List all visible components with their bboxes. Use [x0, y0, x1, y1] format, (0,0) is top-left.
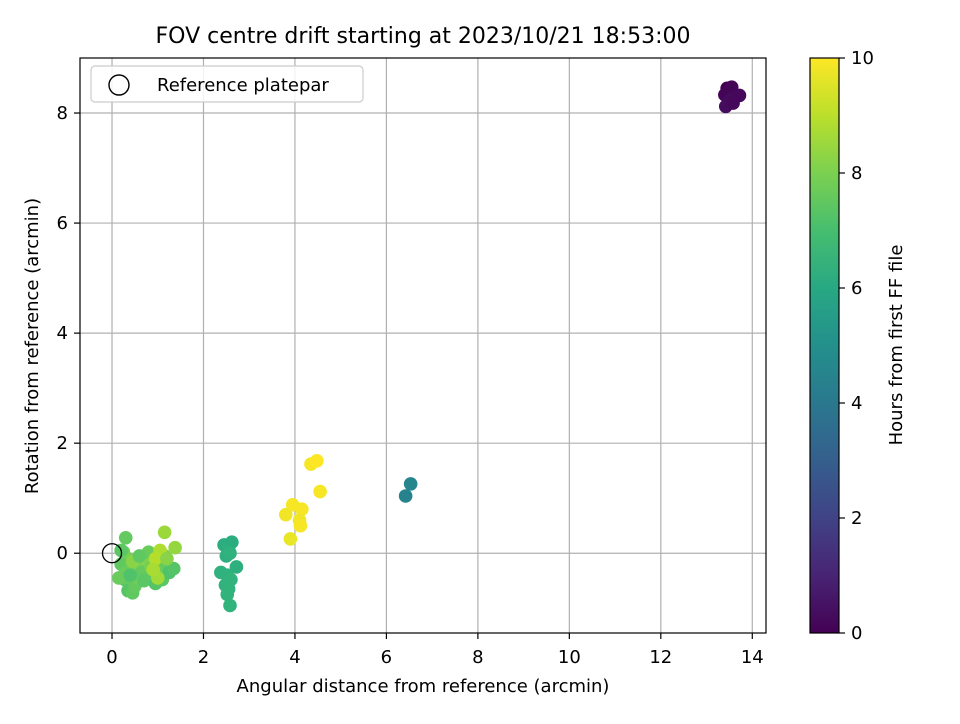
scatter-point — [223, 598, 237, 613]
scatter-point — [148, 551, 163, 566]
x-tick-label: 12 — [649, 647, 672, 668]
legend-entry-label: Reference platepar — [157, 75, 329, 96]
scatter-point — [112, 571, 126, 585]
scatter-point — [220, 587, 235, 602]
y-tick-label: 0 — [57, 543, 68, 564]
scatter-point — [279, 507, 293, 522]
scatter-point — [118, 531, 133, 545]
colorbar-gradient — [810, 58, 839, 633]
plot-area — [80, 58, 766, 633]
scatter-points — [112, 80, 747, 613]
scatter-point — [157, 525, 172, 540]
scatter-point — [293, 518, 308, 533]
x-tick-label: 14 — [741, 647, 764, 668]
colorbar-tick-label: 0 — [851, 623, 862, 644]
scatter-point — [160, 551, 174, 566]
x-tick-label: 6 — [381, 647, 392, 668]
chart-title: FOV centre drift starting at 2023/10/21 … — [156, 24, 691, 49]
y-tick-label: 4 — [57, 323, 68, 344]
reference-platepar-marker — [101, 543, 123, 564]
colorbar-tick-label: 6 — [851, 278, 862, 299]
colorbar-frame — [809, 57, 840, 634]
colorbar: 0 2 4 6 8 10 Hours from first FF file — [809, 48, 907, 644]
legend: Reference platepar — [90, 65, 364, 103]
scatter-point — [313, 484, 327, 499]
plot-frame — [79, 57, 767, 634]
scatter-point — [123, 568, 138, 583]
y-axis-label: Rotation from reference (arcmin) — [22, 198, 43, 494]
scatter-point — [726, 96, 740, 110]
reference-marker-group — [101, 543, 123, 564]
x-tick-label: 8 — [472, 647, 483, 668]
x-tick-label: 4 — [289, 647, 300, 668]
scatter-point — [223, 546, 237, 561]
y-axis: 0 2 4 6 8 — [57, 103, 80, 564]
y-tick-label: 6 — [57, 213, 68, 234]
scatter-point — [295, 502, 309, 516]
scatter-point — [310, 453, 324, 468]
scatter-point — [229, 560, 244, 574]
legend-marker-icon — [108, 74, 130, 96]
x-tick-label: 0 — [106, 647, 117, 668]
y-tick-label: 2 — [57, 433, 68, 454]
x-axis-label: Angular distance from reference (arcmin) — [237, 676, 610, 697]
colorbar-tick-label: 10 — [851, 48, 874, 69]
colorbar-tick-label: 8 — [851, 163, 862, 184]
y-tick-label: 8 — [57, 103, 68, 124]
colorbar-label: Hours from first FF file — [886, 245, 907, 446]
colorbar-tick-label: 2 — [851, 508, 862, 529]
scatter-point — [168, 540, 182, 555]
scatter-point — [283, 532, 298, 546]
scatter-point — [166, 561, 181, 576]
scatter-point — [225, 535, 239, 550]
grid — [80, 58, 766, 633]
colorbar-ticks: 0 2 4 6 8 10 — [839, 48, 874, 644]
x-tick-label: 10 — [558, 647, 581, 668]
scatter-point — [132, 549, 147, 563]
colorbar-tick-label: 4 — [851, 393, 862, 414]
legend-box — [90, 65, 364, 103]
x-axis: 0 2 4 6 8 10 12 14 — [106, 633, 764, 668]
scatter-point — [398, 489, 413, 503]
scatter-point — [146, 562, 160, 577]
scatter-point — [403, 477, 418, 491]
x-tick-label: 2 — [198, 647, 209, 668]
